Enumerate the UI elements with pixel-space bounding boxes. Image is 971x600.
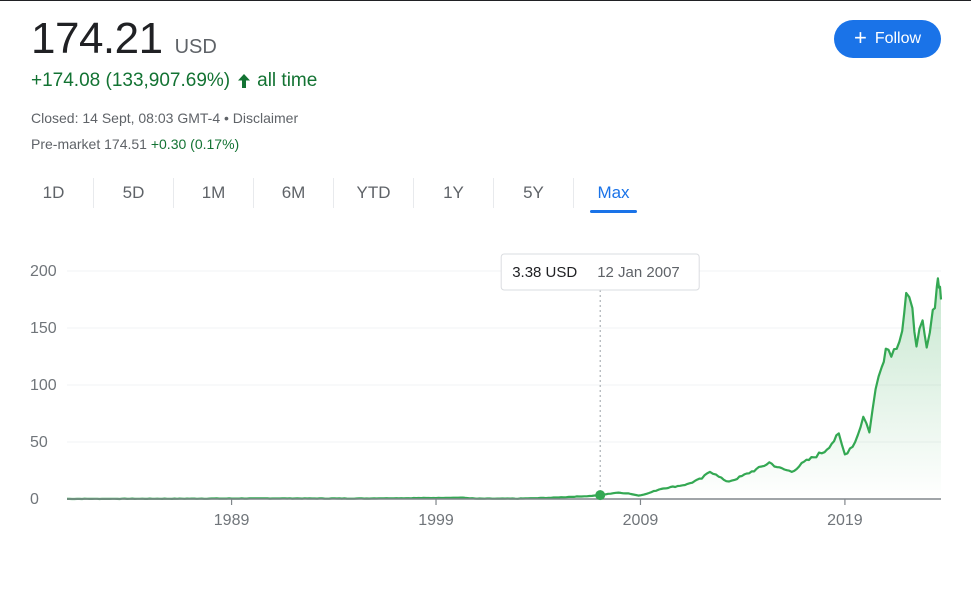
y-tick-label: 0	[30, 491, 39, 508]
price-header: 174.21 USD	[31, 14, 217, 64]
tab-1d[interactable]: 1D	[42, 183, 65, 202]
y-tick-label: 50	[30, 434, 48, 451]
time-range-tabs: 1D 5D 1M 6M YTD 1Y 5Y Max	[14, 174, 653, 213]
x-tick-label: 2019	[827, 512, 863, 529]
follow-button[interactable]: + Follow	[834, 20, 941, 58]
premarket-change: +0.30 (0.17%)	[150, 136, 240, 152]
tab-max[interactable]: Max	[574, 174, 653, 213]
hover-point	[595, 490, 606, 501]
y-tick-label: 200	[30, 263, 57, 280]
tab-1m[interactable]: 1M	[201, 183, 226, 202]
plus-icon: +	[853, 25, 867, 50]
x-tick-label: 2009	[623, 512, 659, 529]
tab-5d[interactable]: 5D	[122, 183, 145, 202]
y-tick-label: 100	[30, 377, 57, 394]
tab-5y[interactable]: 5Y	[523, 183, 544, 202]
tab-divider	[573, 178, 574, 208]
top-border	[0, 0, 971, 1]
price-area-fill	[67, 278, 941, 499]
premarket-info: Pre-market 174.51 +0.30 (0.17%)	[31, 136, 239, 152]
follow-button-label: Follow	[874, 30, 922, 47]
price-change: +174.08 (133,907.69%) all time	[31, 70, 317, 92]
y-tick-label: 150	[30, 320, 57, 337]
tab-6m[interactable]: 6M	[281, 183, 306, 202]
tooltip-date: 12 Jan 2007	[597, 264, 680, 281]
premarket-label: Pre-market 174.51	[31, 136, 147, 152]
change-value: +174.08 (133,907.69%)	[31, 70, 231, 91]
arrow-up-icon	[238, 74, 251, 88]
x-tick-label: 1999	[418, 512, 454, 529]
tab-divider	[413, 178, 414, 208]
currency-label: USD	[174, 36, 217, 58]
closed-info: Closed: 14 Sept, 08:03 GMT-4 • Disclaime…	[31, 110, 299, 126]
tab-1y[interactable]: 1Y	[443, 183, 464, 202]
x-tick-label: 1989	[214, 512, 250, 529]
change-period: all time	[257, 70, 318, 91]
tab-divider	[333, 178, 334, 208]
tab-divider	[93, 178, 94, 208]
chart-tooltip: 3.38 USD 12 Jan 2007	[500, 253, 700, 291]
tooltip-value: 3.38 USD	[512, 264, 577, 281]
tab-ytd[interactable]: YTD	[356, 183, 391, 202]
current-price: 174.21	[31, 14, 163, 63]
tab-divider	[253, 178, 254, 208]
price-chart[interactable]: 0 50 100 150 200 1989 1999 2009 2019 3.38 USD 1…	[0, 240, 971, 540]
tab-divider	[173, 178, 174, 208]
tab-divider	[493, 178, 494, 208]
